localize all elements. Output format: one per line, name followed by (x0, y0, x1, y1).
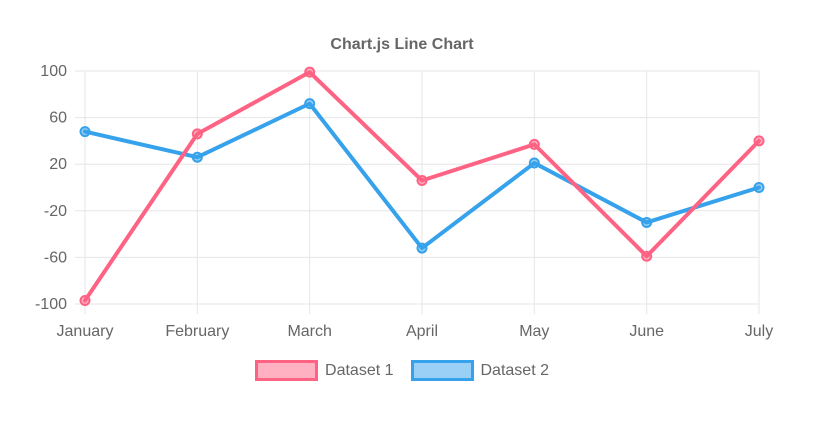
x-axis-tick-label: April (406, 323, 438, 340)
y-axis-tick-label: -100 (35, 296, 67, 313)
data-point-dataset-2[interactable] (753, 182, 765, 193)
y-axis-tick-label: -60 (44, 249, 67, 266)
data-point-dataset-1[interactable] (304, 66, 316, 78)
data-point-dataset-1[interactable] (528, 138, 540, 150)
data-point-dataset-1[interactable] (416, 175, 428, 187)
data-point-dataset-2[interactable] (528, 157, 540, 169)
data-point-dataset-2[interactable] (416, 242, 428, 254)
legend-swatch-dataset-2 (410, 360, 474, 381)
x-axis-tick-label: May (519, 323, 549, 340)
data-point-dataset-1[interactable] (191, 128, 203, 140)
y-axis-tick-label: 60 (49, 110, 67, 127)
y-axis-tick-label: 20 (49, 156, 67, 173)
legend-swatch-dataset-1 (255, 360, 319, 381)
x-axis-tick-label: February (165, 323, 229, 340)
chart-legend: Dataset 1 Dataset 2 (0, 360, 804, 381)
y-axis-tick-label: 100 (40, 63, 67, 80)
x-axis-tick-label: July (745, 323, 773, 340)
legend-label-dataset-1: Dataset 1 (325, 362, 394, 379)
x-axis-tick-label: March (287, 323, 331, 340)
legend-item-dataset-2[interactable]: Dataset 2 (410, 360, 549, 381)
data-point-dataset-1[interactable] (753, 135, 765, 147)
data-point-dataset-1[interactable] (641, 250, 653, 262)
x-axis-tick-label: January (57, 323, 114, 340)
data-point-dataset-2[interactable] (191, 151, 203, 163)
y-axis-tick-label: -20 (44, 203, 67, 220)
legend-label-dataset-2: Dataset 2 (480, 362, 549, 379)
data-point-dataset-2[interactable] (304, 98, 316, 110)
data-point-dataset-1[interactable] (79, 295, 91, 307)
data-point-dataset-2[interactable] (641, 216, 653, 228)
data-point-dataset-2[interactable] (79, 126, 91, 138)
legend-item-dataset-1[interactable]: Dataset 1 (255, 360, 394, 381)
x-axis-tick-label: June (629, 323, 664, 340)
